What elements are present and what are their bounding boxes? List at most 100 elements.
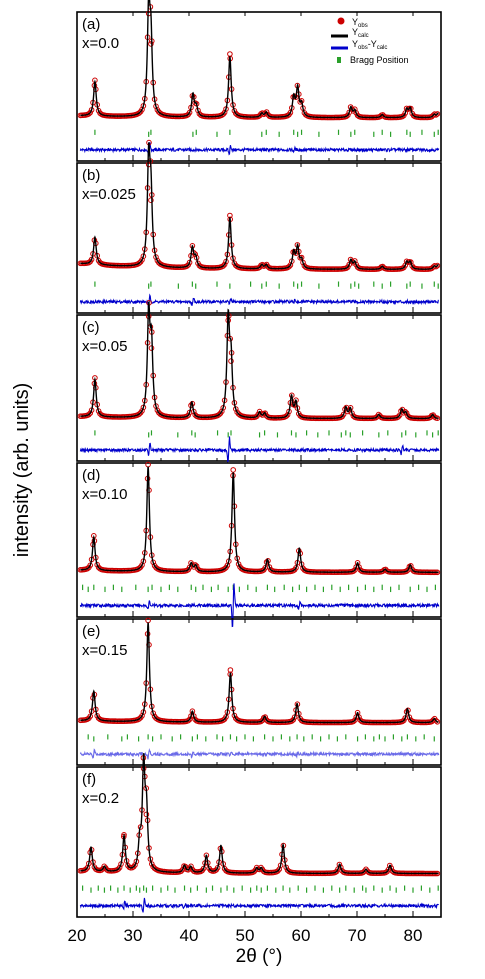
panel-d: (d) x=0.10 [76, 461, 442, 628]
obs-point [101, 863, 107, 870]
obs-point [227, 667, 234, 673]
series-calc [80, 142, 439, 270]
obs-point [148, 197, 154, 203]
obs-point [227, 51, 233, 57]
x-axis-label: 2θ (°) [236, 946, 283, 967]
obs-point [185, 412, 191, 419]
panel-label: (e) [82, 623, 100, 640]
obs-point [136, 110, 142, 116]
panel-label: (d) [82, 467, 100, 484]
legend-diff-label: Yobs-Ycalc [352, 39, 387, 51]
series-calc [80, 466, 439, 573]
legend-obs-label: Yobs [352, 17, 368, 29]
obs-point [178, 868, 184, 874]
panel-label: (b) [82, 167, 100, 184]
panel-frame [76, 314, 442, 462]
series-diff [79, 142, 440, 157]
obs-point [86, 111, 92, 117]
obs-point [136, 411, 142, 417]
obs-point [284, 412, 291, 418]
obs-point [185, 717, 191, 724]
series-obs [77, 617, 441, 726]
series-obs [77, 300, 441, 422]
obs-point [286, 263, 292, 270]
obs-point [136, 716, 142, 722]
series-diff [79, 897, 439, 913]
obs-point [221, 566, 228, 572]
obs-point [220, 263, 226, 269]
composition-label: x=0.10 [82, 486, 127, 503]
series-bragg [94, 129, 439, 137]
obs-point [263, 109, 270, 115]
obs-point [289, 718, 295, 724]
obs-point [221, 261, 228, 268]
obs-point [228, 358, 234, 364]
obs-point [395, 414, 402, 420]
series-calc [80, 301, 439, 420]
obs-point [221, 109, 228, 116]
series-diff [79, 293, 439, 309]
obs-point [262, 410, 269, 417]
x-tick-label: 20 [68, 926, 87, 945]
obs-point [139, 408, 145, 414]
series-bragg [81, 885, 439, 893]
obs-point [375, 411, 382, 418]
series-bragg [81, 584, 436, 593]
panel-label: (f) [82, 771, 96, 788]
obs-point [223, 714, 229, 720]
legend-bragg-label: Bragg Position [350, 55, 409, 65]
obs-point [352, 717, 358, 724]
x-tick-labels: 20 30 40 50 60 70 80 [68, 926, 423, 945]
legend: Yobs Ycalc Yobs-Ycalc Bragg Position [331, 17, 409, 65]
obs-point [186, 716, 193, 723]
panel-frame [76, 11, 442, 162]
obs-point [235, 561, 242, 567]
series-calc [80, 753, 439, 875]
composition-label: x=0.0 [82, 35, 119, 52]
panel-frame [76, 766, 442, 918]
obs-point [230, 467, 236, 473]
obs-point [86, 411, 92, 418]
obs-point [84, 565, 91, 572]
series-calc [80, 0, 439, 119]
panel-b: (b) x=0.025 [76, 139, 442, 314]
obs-point [116, 864, 123, 871]
obs-point [136, 565, 142, 572]
obs-point [188, 863, 194, 870]
panel-f: (f) x=0.2 [76, 753, 442, 918]
x-tick-label: 70 [348, 926, 367, 945]
composition-label: x=0.15 [82, 642, 127, 659]
panel-e: (e) x=0.15 [76, 617, 442, 766]
obs-point [87, 713, 93, 720]
series-bragg [87, 734, 435, 742]
obs-point [149, 861, 155, 867]
composition-label: x=0.025 [82, 186, 136, 203]
panel-c: (c) x=0.05 [76, 300, 442, 463]
obs-point [345, 112, 351, 118]
obs-point [148, 41, 154, 47]
obs-point [189, 708, 196, 715]
y-axis-label: intensity (arb. units) [11, 383, 33, 558]
series-obs [77, 755, 441, 877]
obs-point [290, 717, 297, 723]
panel-label: (a) [82, 16, 100, 33]
x-tick-label: 40 [180, 926, 199, 945]
panel-frame [76, 618, 442, 766]
x-tick-label: 50 [236, 926, 255, 945]
obs-point [283, 413, 290, 420]
obs-point [184, 263, 190, 269]
panel-label: (c) [82, 319, 100, 336]
series-obs [77, 461, 441, 576]
obs-point [186, 109, 193, 116]
series-diff [79, 747, 440, 760]
panel-a: (a) x=0.0 [76, 0, 442, 162]
obs-point [83, 866, 89, 873]
obs-point [87, 410, 93, 417]
obs-point [143, 811, 150, 818]
obs-point [136, 260, 142, 266]
legend-bragg-marker [337, 57, 341, 63]
obs-point [148, 345, 155, 351]
obs-point [433, 717, 439, 724]
composition-label: x=0.2 [82, 790, 119, 807]
